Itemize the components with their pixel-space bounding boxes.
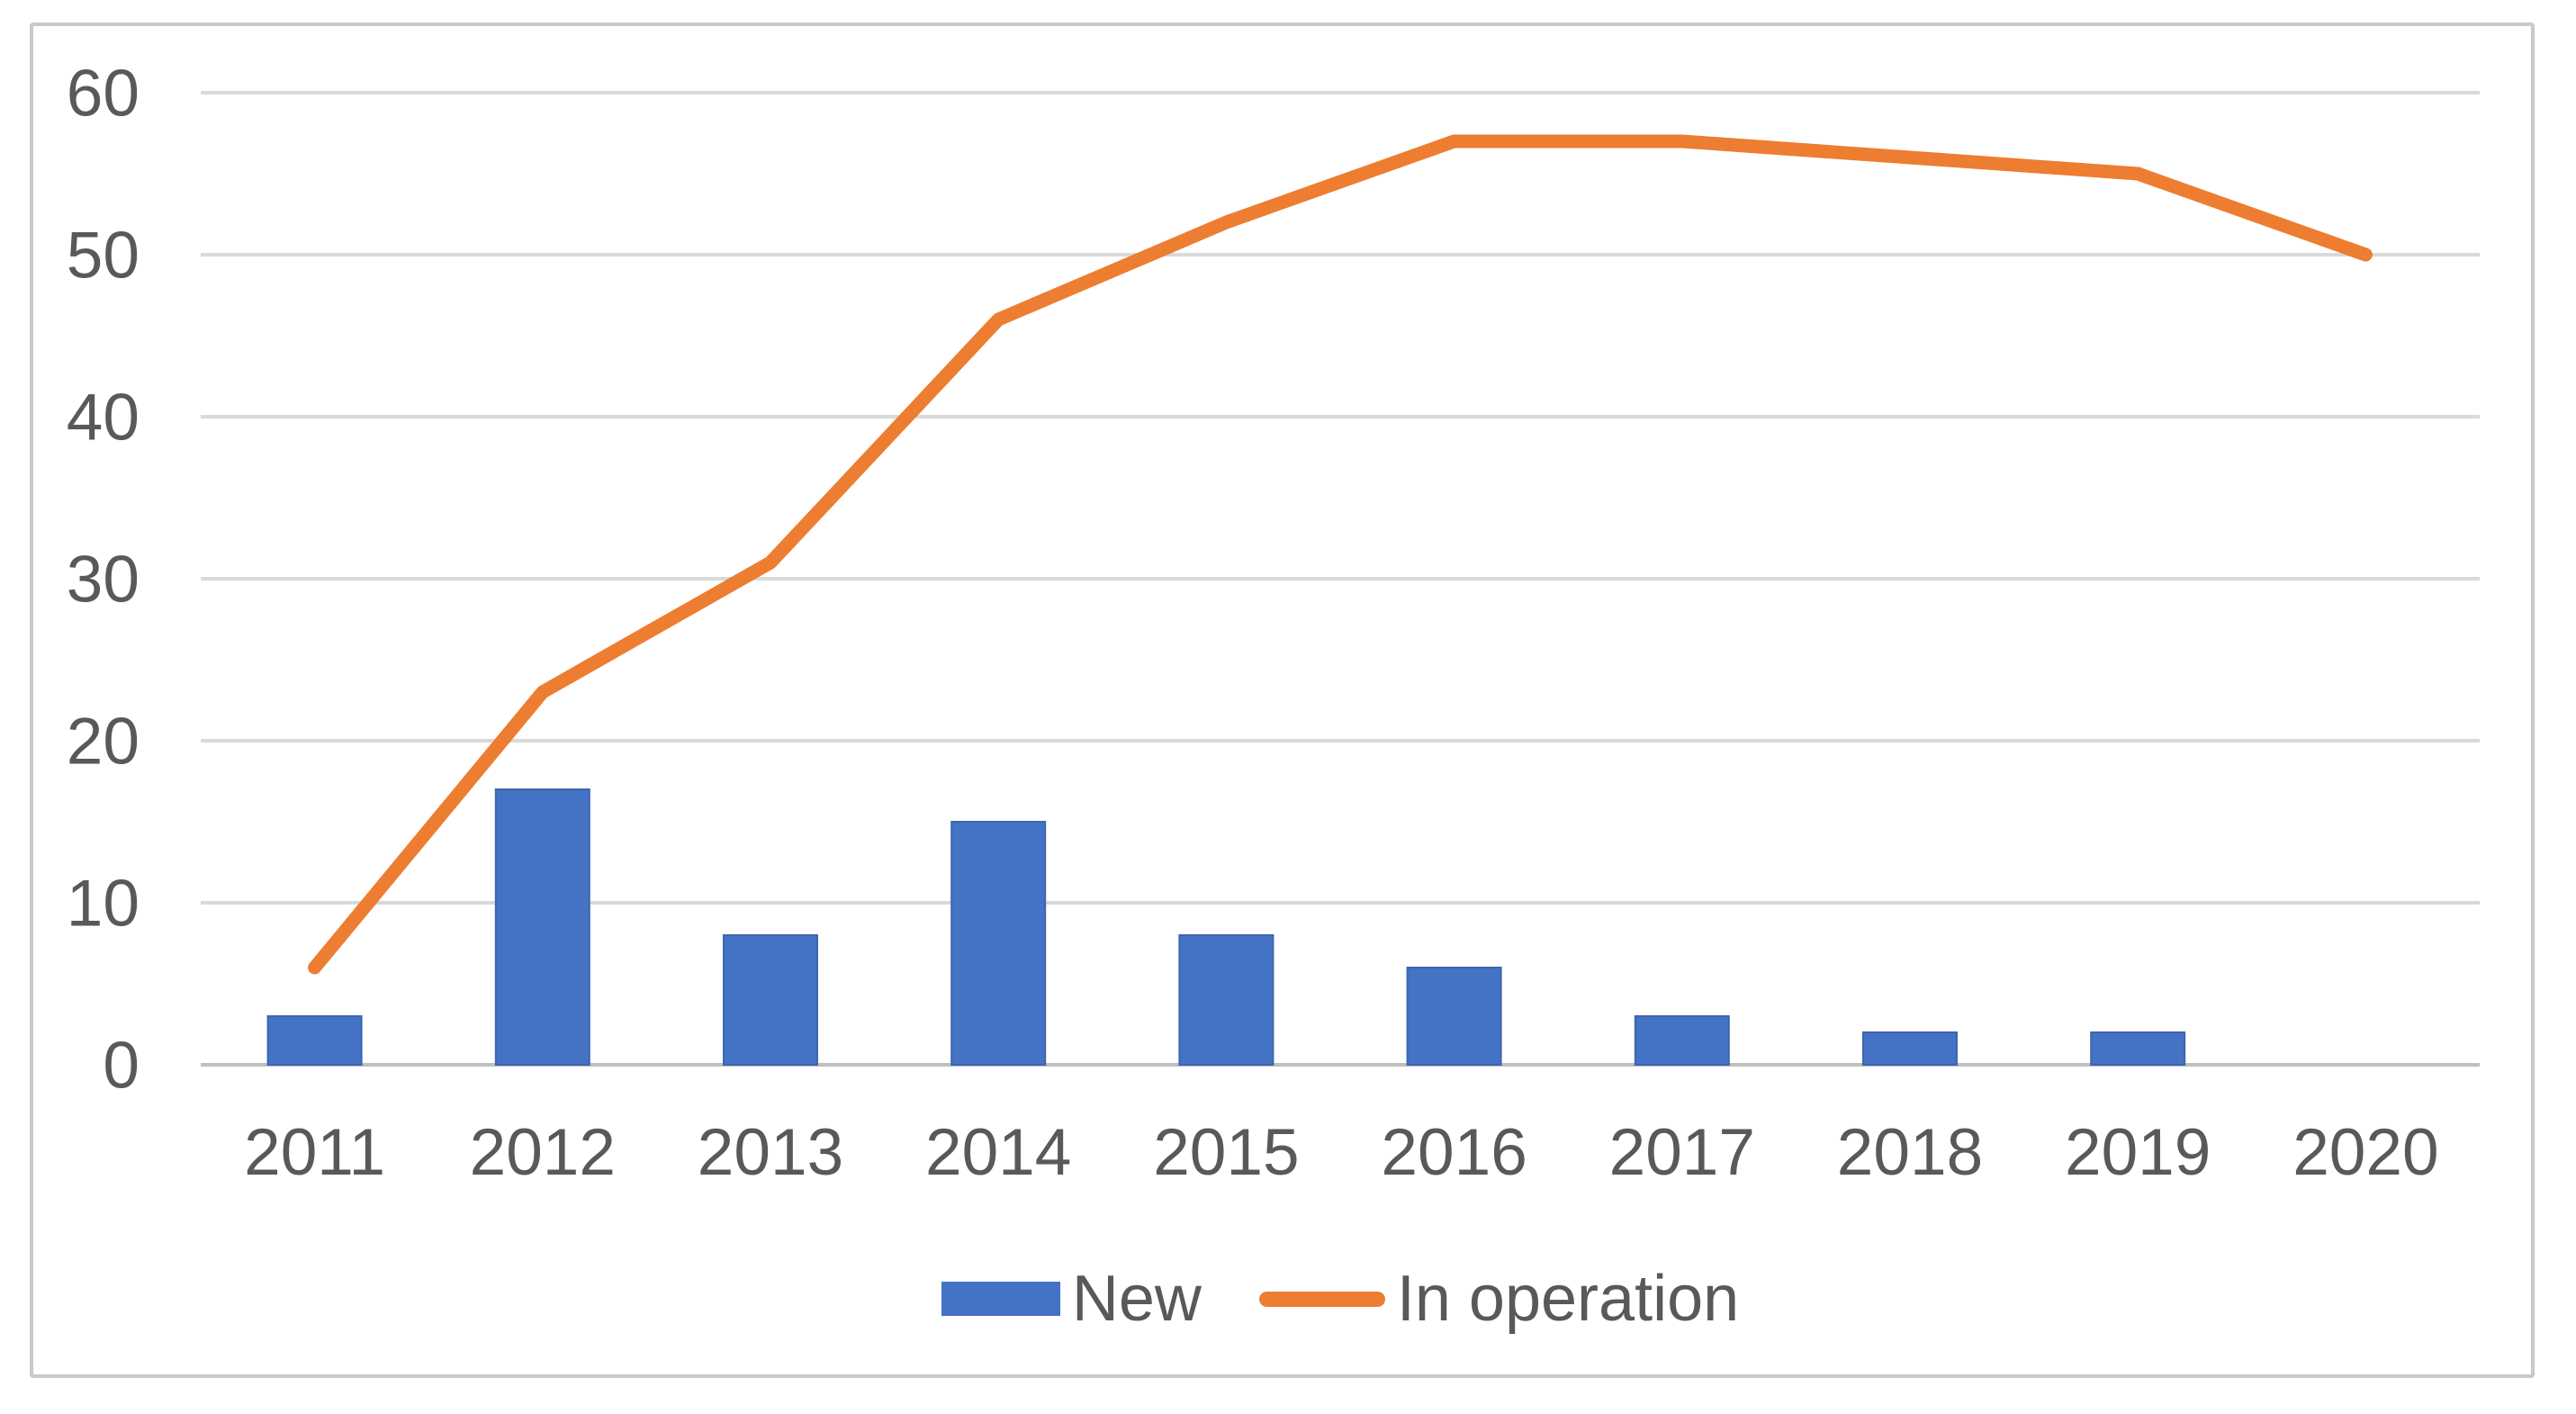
legend-item-new: New: [941, 1262, 1202, 1336]
legend: New In operation: [201, 1262, 2480, 1336]
in-operation-series-line-swatch-icon: [1258, 1291, 1385, 1307]
bar-2011: [266, 1015, 363, 1066]
x-axis-category-label-2011: 2011: [244, 1116, 385, 1189]
x-axis-category-label-2016: 2016: [1381, 1116, 1527, 1189]
x-axis-category-label-2014: 2014: [925, 1116, 1071, 1189]
bar-2016: [1406, 967, 1502, 1066]
x-axis-category-label-2013: 2013: [698, 1116, 843, 1189]
y-axis-tick-label-50: 50: [67, 220, 140, 293]
bar-2014: [950, 821, 1047, 1066]
bar-2017: [1634, 1015, 1730, 1066]
y-axis-tick-label-60: 60: [67, 58, 140, 131]
bar-2019: [2090, 1031, 2186, 1066]
bar-2015: [1178, 934, 1274, 1066]
bar-2012: [494, 788, 590, 1066]
legend-label-in-operation: In operation: [1396, 1263, 1740, 1335]
x-axis-category-label-2020: 2020: [2292, 1116, 2438, 1189]
x-axis-category-label-2017: 2017: [1609, 1116, 1755, 1189]
y-axis-tick-label-0: 0: [103, 1030, 140, 1103]
x-axis-category-label-2015: 2015: [1153, 1116, 1299, 1189]
x-axis-category-label-2019: 2019: [2065, 1116, 2211, 1189]
y-axis-tick-label-10: 10: [67, 868, 140, 941]
legend-item-in-operation: In operation: [1258, 1262, 1740, 1336]
new-series-bar-swatch-icon: [941, 1282, 1060, 1316]
legend-label-new: New: [1071, 1263, 1202, 1335]
bar-2018: [1862, 1031, 1958, 1066]
in-operation-line: [308, 134, 2373, 975]
bar-2013: [723, 934, 818, 1066]
chart-frame: [30, 23, 2535, 1378]
y-axis-tick-label-30: 30: [67, 544, 140, 617]
x-axis-category-label-2018: 2018: [1837, 1116, 1983, 1189]
x-axis-category-label-2012: 2012: [470, 1116, 616, 1189]
y-axis-tick-label-40: 40: [67, 382, 140, 455]
y-axis-tick-label-20: 20: [67, 706, 140, 779]
